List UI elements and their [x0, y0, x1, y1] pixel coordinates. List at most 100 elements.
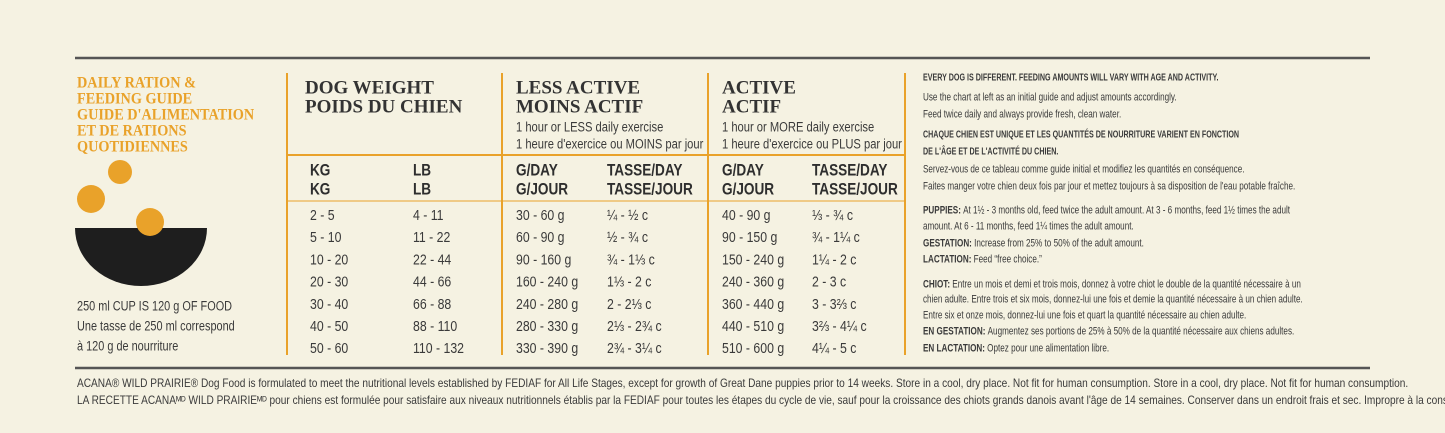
table-cell: 360 - 440 g	[722, 296, 784, 312]
table-cell: 3⅔ - 4¼ c	[812, 318, 867, 334]
table-cell: 4 - 11	[413, 207, 444, 223]
table-cell: ⅓ - ¾ c	[812, 207, 853, 223]
column-note: 1 hour or MORE daily exercise	[722, 120, 874, 135]
table-cell: 2 - 3 c	[812, 273, 846, 289]
cup-note: à 120 g de nourriture	[77, 338, 178, 354]
info-label: EVERY DOG IS DIFFERENT. FEEDING AMOUNTS …	[923, 71, 1218, 83]
table-rules	[286, 73, 906, 355]
column-subheader: G/DAY	[516, 161, 558, 180]
info-text: Feed twice daily and always provide fres…	[923, 108, 1121, 121]
info-line: Servez-vous de ce tableau comme guide in…	[923, 163, 1245, 176]
footer-note: ACANA® WILD PRAIRIE® Dog Food is formula…	[77, 377, 1408, 390]
table-cell: 4¼ - 5 c	[812, 340, 857, 356]
table-cell: 2 - 5	[310, 207, 335, 223]
info-text: Entre six et onze mois, donnez-lui une f…	[923, 309, 1246, 322]
column-note: 1 heure d'exercice ou MOINS par jour	[516, 137, 703, 152]
table-cell: 240 - 360 g	[722, 273, 784, 289]
table-cell: 66 - 88	[413, 296, 452, 312]
info-text: Augmentez ses portions de 25% à 50% de l…	[988, 325, 1295, 338]
table-cell: 110 - 132	[413, 340, 464, 356]
table-cell: 160 - 240 g	[516, 273, 578, 289]
table-cell: 330 - 390 g	[516, 340, 578, 356]
info-label: LACTATION:	[923, 253, 971, 266]
table-cell: 510 - 600 g	[722, 340, 784, 356]
column-header: MOINS ACTIF	[516, 96, 643, 117]
footer-note: LA RECETTE ACANAᴹᴰ WILD PRAIRIEᴹᴰ pour c…	[77, 394, 1445, 407]
info-line: Entre six et onze mois, donnez-lui une f…	[923, 309, 1246, 322]
info-label: PUPPIES:	[923, 204, 961, 217]
info-line: EVERY DOG IS DIFFERENT. FEEDING AMOUNTS …	[923, 71, 1218, 83]
table-cell: 1⅓ - 2 c	[607, 273, 652, 289]
info-text: Increase from 25% to 50% of the adult am…	[974, 237, 1144, 250]
column-subheader: TASSE/JOUR	[607, 180, 693, 199]
info-label: EN LACTATION:	[923, 342, 985, 355]
column-subheader: TASSE/JOUR	[812, 180, 898, 199]
info-line: chien adulte. Entre trois et six mois, d…	[923, 293, 1303, 306]
guide-title: ET DE RATIONS	[77, 123, 186, 140]
table-cell: 10 - 20	[310, 251, 349, 267]
info-text: Servez-vous de ce tableau comme guide in…	[923, 163, 1245, 176]
info-line: Use the chart at left as an initial guid…	[923, 91, 1177, 104]
info-line: amount. At 6 - 11 months, feed 1¼ times …	[923, 220, 1134, 233]
info-line: Faites manger votre chien deux fois par …	[923, 180, 1295, 193]
column-subheader: KG	[310, 161, 330, 180]
guide-title: GUIDE D'ALIMENTATION	[77, 107, 254, 124]
table-cell: 30 - 60 g	[516, 207, 565, 223]
info-label: CHAQUE CHIEN EST UNIQUE ET LES QUANTITÉS…	[923, 128, 1239, 140]
table-cell: 44 - 66	[413, 273, 452, 289]
cup-note: 250 ml CUP IS 120 g OF FOOD	[77, 298, 232, 314]
info-text: chien adulte. Entre trois et six mois, d…	[923, 293, 1303, 306]
table-cell: 280 - 330 g	[516, 318, 578, 334]
table-cell: ¾ - 1⅓ c	[607, 251, 655, 267]
info-line: EN LACTATION: Optez pour une alimentation…	[923, 342, 1109, 355]
cup-note: Une tasse de 250 ml correspond	[77, 318, 235, 334]
table-cell: ¾ - 1¼ c	[812, 229, 860, 245]
table-cell: 3 - 3⅔ c	[812, 296, 857, 312]
table-cell: 150 - 240 g	[722, 251, 784, 267]
table-cell: 40 - 90 g	[722, 207, 771, 223]
table-cell: 30 - 40	[310, 296, 349, 312]
table-cell: 2 - 2⅓ c	[607, 296, 652, 312]
table-cell: ¼ - ½ c	[607, 207, 648, 223]
column-subheader: TASSE/DAY	[607, 161, 682, 180]
column-subheader: G/DAY	[722, 161, 764, 180]
info-line: DE L'ÂGE ET DE L'ACTIVITÉ DU CHIEN.	[923, 144, 1058, 157]
table-cell: 11 - 22	[413, 229, 450, 245]
info-line: GESTATION: Increase from 25% to 50% of th…	[923, 237, 1144, 250]
column-note: 1 hour or LESS daily exercise	[516, 120, 663, 135]
table-cell: 20 - 30	[310, 273, 349, 289]
info-label: EN GESTATION:	[923, 325, 985, 338]
table-cell: 50 - 60	[310, 340, 349, 356]
info-line: CHIOT: Entre un mois et demi et trois moi…	[923, 278, 1301, 291]
guide-title: FEEDING GUIDE	[77, 91, 192, 108]
column-subheader: G/JOUR	[722, 180, 774, 199]
column-header: POIDS DU CHIEN	[305, 96, 463, 117]
table-cell: 2⅓ - 2¾ c	[607, 318, 662, 334]
table-cell: ½ - ¾ c	[607, 229, 648, 245]
info-line: LACTATION: Feed “free choice.”	[923, 253, 1042, 266]
table-cell: 1¼ - 2 c	[812, 251, 857, 267]
bowl	[75, 228, 207, 286]
table-cell: 22 - 44	[413, 251, 452, 267]
table-cell: 88 - 110	[413, 318, 458, 334]
column-header: LESS ACTIVE	[516, 77, 640, 98]
table-cell: 40 - 50	[310, 318, 349, 334]
kibble	[136, 208, 164, 236]
guide-title: QUOTIDIENNES	[77, 139, 188, 156]
info-text: Optez pour une alimentation libre.	[987, 342, 1109, 355]
table-cell: 90 - 160 g	[516, 251, 571, 267]
column-subheader: G/JOUR	[516, 180, 568, 199]
table-cell: 5 - 10	[310, 229, 342, 245]
table-cell: 60 - 90 g	[516, 229, 565, 245]
column-note: 1 heure d'exercice ou PLUS par jour	[722, 137, 902, 152]
table-cell: 440 - 510 g	[722, 318, 784, 334]
info-text: Feed “free choice.”	[974, 253, 1042, 266]
info-text: At 1½ - 3 months old, feed twice the adu…	[963, 204, 1290, 217]
info-line: EN GESTATION: Augmentez ses portions de 2…	[923, 325, 1294, 338]
table-cell: 240 - 280 g	[516, 296, 578, 312]
column-header: DOG WEIGHT	[305, 77, 434, 98]
info-text: Entre un mois et demi et trois mois, don…	[952, 278, 1301, 291]
info-line: CHAQUE CHIEN EST UNIQUE ET LES QUANTITÉS…	[923, 128, 1239, 140]
